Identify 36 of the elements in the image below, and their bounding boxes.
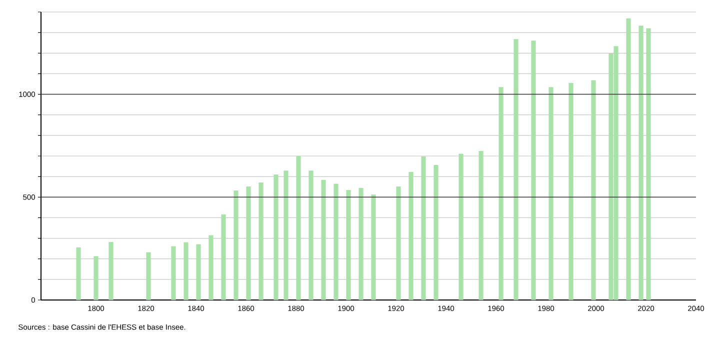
- bar: [321, 180, 326, 300]
- bar: [76, 247, 81, 300]
- bar: [531, 40, 536, 300]
- bar: [308, 170, 314, 300]
- bar: [591, 80, 596, 300]
- bar: [196, 244, 201, 300]
- bar: [421, 156, 426, 300]
- bar: [234, 190, 238, 300]
- bar: [408, 172, 414, 300]
- bar: [498, 87, 504, 300]
- bar: [208, 235, 214, 300]
- bar: [478, 151, 484, 300]
- bar: [296, 156, 301, 300]
- bar: [258, 182, 264, 300]
- bar: [626, 18, 631, 300]
- bar: [274, 174, 278, 300]
- bar: [284, 170, 288, 300]
- bar: [94, 256, 98, 300]
- bar: [346, 190, 351, 300]
- bar: [514, 39, 518, 300]
- bar: [371, 194, 376, 300]
- bar: [396, 186, 401, 300]
- bar: [646, 28, 651, 300]
- bar: [146, 252, 151, 300]
- bar: [246, 186, 251, 300]
- bar: [458, 154, 464, 300]
- bar: [171, 246, 176, 300]
- bar: [334, 184, 338, 300]
- bar: [638, 26, 644, 300]
- bar: [548, 87, 554, 300]
- bar: [358, 188, 364, 300]
- bar: [434, 165, 438, 300]
- bar: [108, 242, 114, 300]
- bar: [568, 82, 574, 300]
- bar: [221, 214, 226, 300]
- bar: [184, 242, 188, 300]
